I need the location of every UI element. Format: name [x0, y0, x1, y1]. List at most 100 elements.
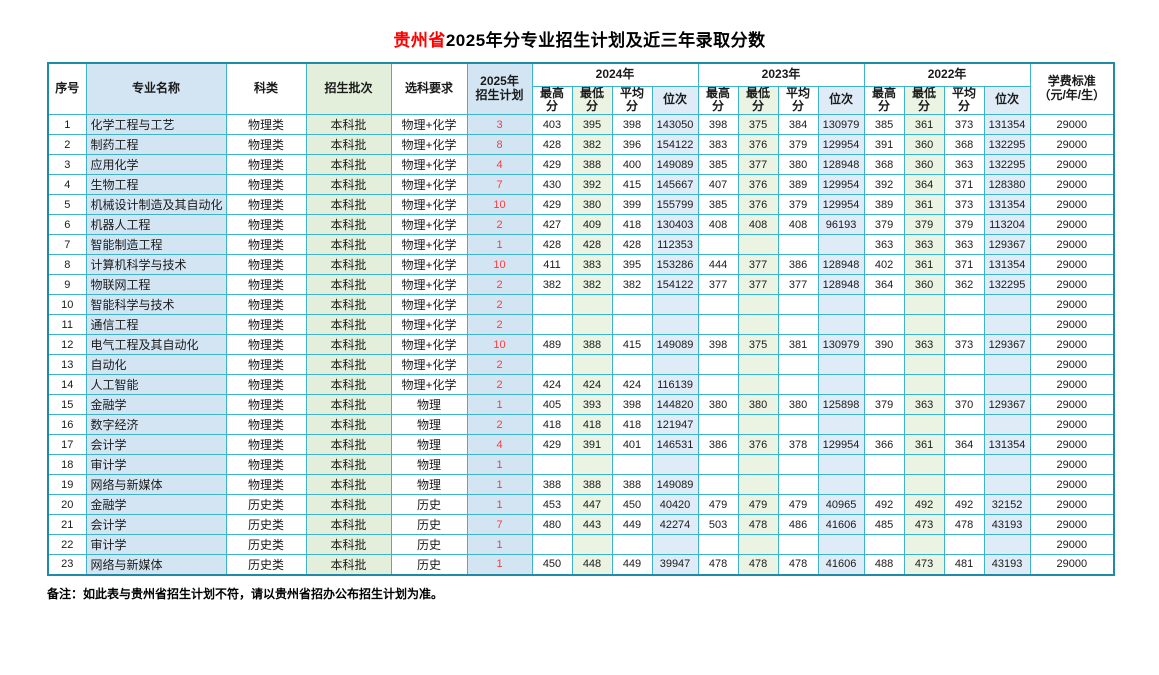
rank-2024: [651, 534, 699, 556]
tuition-fee: 29000: [1029, 334, 1115, 356]
admission-batch: 本科批: [305, 454, 392, 476]
score-2024-max: [531, 294, 573, 316]
rank-2023: [817, 234, 865, 256]
subject-category: 物理类: [225, 434, 307, 456]
score-2024-avg: 396: [611, 134, 653, 156]
admission-batch: 本科批: [305, 414, 392, 436]
major-name: 应用化学: [85, 154, 227, 176]
rank-2024: 154122: [651, 274, 699, 296]
score-2022-max: [863, 414, 905, 436]
plan-2025: 2: [466, 314, 533, 336]
score-2024-max: 424: [531, 374, 573, 396]
subject-category: 物理类: [225, 234, 307, 256]
rank-2024: 40420: [651, 494, 699, 516]
major-name: 人工智能: [85, 374, 227, 396]
rank-2024: 155799: [651, 194, 699, 216]
subject-category: 物理类: [225, 214, 307, 236]
rank-2022: 131354: [983, 254, 1031, 276]
subject-category: 物理类: [225, 374, 307, 396]
score-2023-min: [737, 454, 779, 476]
score-2023-max: 377: [697, 274, 739, 296]
header-requirement: 选科要求: [390, 62, 468, 116]
score-2024-avg: 418: [611, 414, 653, 436]
table-header: 序号 专业名称 科类 招生批次 选科要求 2025年 招生计划 2024年 20…: [47, 62, 1115, 116]
table-row: 9 物联网工程 物理类 本科批 物理+化学 2 382 382 382 154122 377 377 3…: [47, 274, 1115, 296]
header-2023-rank: 位次: [817, 85, 865, 116]
rank-2022: [983, 374, 1031, 396]
rank-2023: [817, 414, 865, 436]
tuition-fee: 29000: [1029, 534, 1115, 556]
table-row: 22 审计学 历史类 本科批 历史 1 29000: [47, 534, 1115, 556]
row-number: 4: [47, 174, 87, 196]
table-row: 2 制药工程 物理类 本科批 物理+化学 8 428 382 396 154122 383 376 37…: [47, 134, 1115, 156]
score-2023-max: [697, 294, 739, 316]
score-2024-max: 428: [531, 134, 573, 156]
plan-2025: 10: [466, 194, 533, 216]
score-2022-min: [903, 374, 945, 396]
score-2023-min: 376: [737, 174, 779, 196]
major-name: 金融学: [85, 394, 227, 416]
rank-2022: 113204: [983, 214, 1031, 236]
row-number: 6: [47, 214, 87, 236]
plan-2025: 2: [466, 374, 533, 396]
score-2023-avg: [777, 474, 819, 496]
admission-batch: 本科批: [305, 254, 392, 276]
rank-2023: 125898: [817, 394, 865, 416]
score-2023-min: [737, 374, 779, 396]
score-2022-avg: 379: [943, 214, 985, 236]
score-2022-max: 366: [863, 434, 905, 456]
score-2023-min: 375: [737, 334, 779, 356]
header-2024-min: 最低分: [571, 85, 613, 116]
rank-2024: [651, 454, 699, 476]
rank-2024: 39947: [651, 554, 699, 576]
subject-category: 历史类: [225, 494, 307, 516]
score-2024-max: [531, 534, 573, 556]
tuition-fee: 29000: [1029, 494, 1115, 516]
table-row: 21 会计学 历史类 本科批 历史 7 480 443 449 42274 503 478 486 416…: [47, 514, 1115, 536]
subject-category: 物理类: [225, 174, 307, 196]
row-number: 13: [47, 354, 87, 376]
plan-2025: 4: [466, 154, 533, 176]
rank-2023: 128948: [817, 274, 865, 296]
rank-2024: 149089: [651, 474, 699, 496]
subject-category: 物理类: [225, 394, 307, 416]
header-2022-min: 最低分: [903, 85, 945, 116]
score-2024-avg: 388: [611, 474, 653, 496]
subject-category: 物理类: [225, 474, 307, 496]
score-2023-avg: [777, 294, 819, 316]
score-2024-avg: [611, 314, 653, 336]
score-2023-max: 385: [697, 194, 739, 216]
score-2023-avg: [777, 534, 819, 556]
tuition-fee: 29000: [1029, 514, 1115, 536]
score-2023-max: 407: [697, 174, 739, 196]
table-row: 18 审计学 物理类 本科批 物理 1 29000: [47, 454, 1115, 476]
subject-category: 物理类: [225, 354, 307, 376]
rank-2024: 42274: [651, 514, 699, 536]
table-row: 6 机器人工程 物理类 本科批 物理+化学 2 427 409 418 130403 408 408 4…: [47, 214, 1115, 236]
row-number: 3: [47, 154, 87, 176]
rank-2024: 143050: [651, 114, 699, 136]
major-name: 机器人工程: [85, 214, 227, 236]
score-2022-min: 361: [903, 194, 945, 216]
header-row-years: 序号 专业名称 科类 招生批次 选科要求 2025年 招生计划 2024年 20…: [47, 62, 1115, 116]
score-2024-avg: 415: [611, 334, 653, 356]
score-2024-max: 480: [531, 514, 573, 536]
score-2023-max: 380: [697, 394, 739, 416]
rank-2023: 129954: [817, 174, 865, 196]
score-2024-min: 443: [571, 514, 613, 536]
score-2024-avg: [611, 454, 653, 476]
admission-batch: 本科批: [305, 534, 392, 556]
row-number: 23: [47, 554, 87, 576]
rank-2024: [651, 354, 699, 376]
rank-2022: [983, 354, 1031, 376]
score-2022-max: 392: [863, 174, 905, 196]
score-2023-min: [737, 354, 779, 376]
tuition-fee: 29000: [1029, 474, 1115, 496]
plan-2025: 1: [466, 554, 533, 576]
plan-2025: 1: [466, 494, 533, 516]
rank-2022: 132295: [983, 274, 1031, 296]
score-2024-min: 388: [571, 474, 613, 496]
score-2024-max: 411: [531, 254, 573, 276]
score-2023-min: 376: [737, 434, 779, 456]
header-2023-min: 最低分: [737, 85, 779, 116]
